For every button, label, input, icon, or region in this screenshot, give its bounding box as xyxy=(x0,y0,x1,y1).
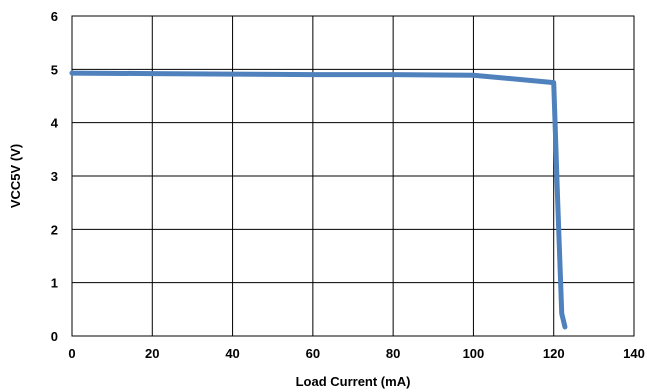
x-axis-ticks: 0 20 40 60 80 100 120 140 xyxy=(68,346,644,361)
y-tick-label: 1 xyxy=(51,276,58,291)
y-tick-label: 2 xyxy=(51,222,58,237)
x-tick-label: 20 xyxy=(145,346,159,361)
y-tick-label: 6 xyxy=(51,9,58,24)
x-tick-label: 140 xyxy=(623,346,645,361)
x-axis-label: Load Current (mA) xyxy=(296,374,411,389)
y-tick-label: 5 xyxy=(51,62,58,77)
plot-frame xyxy=(71,15,635,337)
series-line xyxy=(69,70,568,330)
x-tick-label: 40 xyxy=(225,346,239,361)
x-tick-label: 0 xyxy=(68,346,75,361)
y-axis-ticks: 0 1 2 3 4 5 6 xyxy=(51,9,59,344)
grid xyxy=(71,15,635,337)
series-group xyxy=(69,70,568,330)
x-tick-label: 80 xyxy=(386,346,400,361)
y-tick-label: 4 xyxy=(51,116,59,131)
y-tick-label: 0 xyxy=(51,329,58,344)
x-tick-label: 120 xyxy=(543,346,565,361)
x-tick-label: 100 xyxy=(463,346,485,361)
y-tick-label: 3 xyxy=(51,169,58,184)
x-tick-label: 60 xyxy=(306,346,320,361)
y-axis-label: VCC5V (V) xyxy=(8,144,23,208)
